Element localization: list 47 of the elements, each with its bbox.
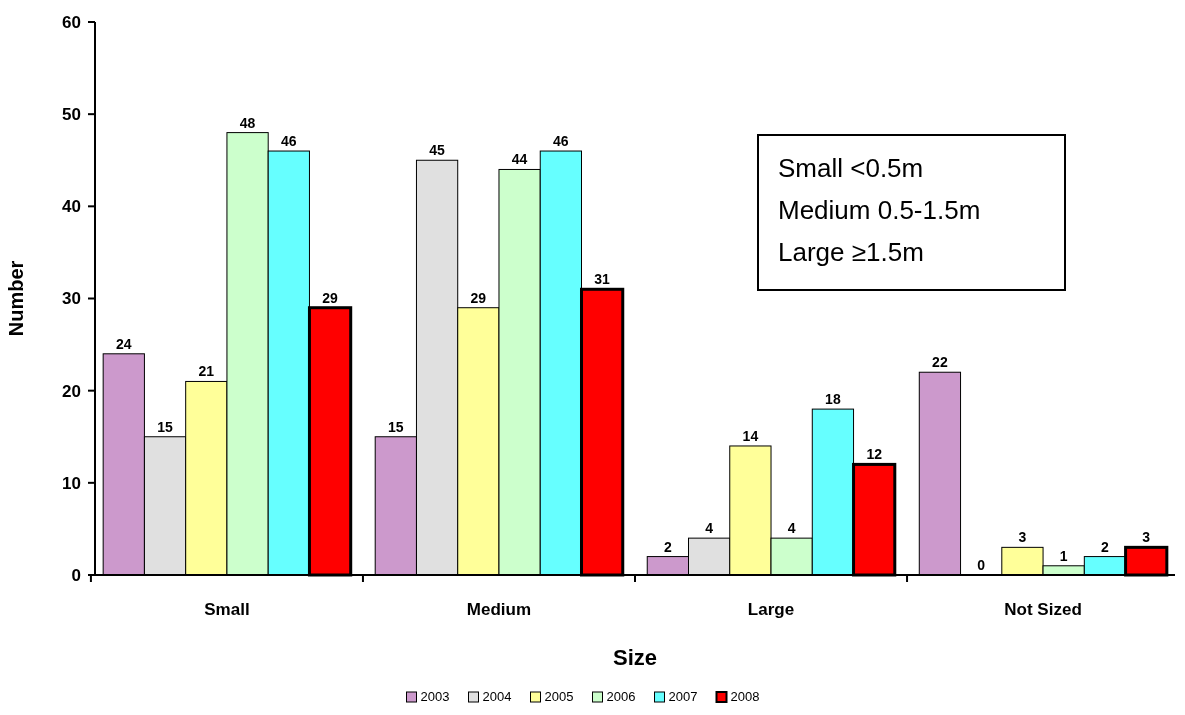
legend-label: 2004 (482, 689, 512, 704)
data-label: 15 (388, 418, 404, 435)
data-label: 44 (511, 151, 528, 168)
legend-label: 2005 (544, 689, 574, 704)
legend-label: 2003 (420, 689, 450, 704)
data-label: 2 (1101, 538, 1110, 555)
x-tick-label: Medium (466, 600, 532, 619)
data-label: 24 (116, 335, 132, 352)
data-label: 3 (1018, 529, 1027, 546)
data-label: 4 (705, 520, 714, 537)
data-label: 3 (1142, 529, 1151, 546)
data-label: 29 (470, 289, 487, 306)
data-label: 0 (977, 557, 986, 573)
y-tick-label: 10 (62, 473, 81, 493)
y-tick-label: 0 (71, 565, 81, 585)
y-tick-label: 20 (62, 381, 81, 401)
data-label: 15 (157, 418, 174, 435)
data-label: 1 (1059, 547, 1068, 564)
annotation: Small <0.5m (778, 153, 924, 183)
x-tick-label: Not Sized (1004, 600, 1082, 619)
y-tick-label: 60 (62, 12, 81, 32)
x-tick-label: Large (747, 600, 795, 619)
data-label: 14 (742, 427, 759, 444)
data-label: 48 (239, 114, 256, 131)
data-label: 21 (198, 363, 215, 380)
legend-label: 2008 (730, 689, 760, 704)
y-tick-label: 50 (62, 105, 81, 125)
legend-label: 2006 (606, 689, 636, 704)
annotation: Large ≥1.5m (778, 237, 924, 267)
data-label: 12 (866, 446, 883, 463)
x-tick-label: Small (204, 600, 250, 619)
size-key-box: Small <0.5m Medium 0.5-1.5m Large ≥1.5m (757, 134, 1066, 291)
data-label: 45 (429, 142, 446, 159)
data-label: 2 (663, 538, 672, 555)
data-label: 46 (553, 133, 569, 150)
annotation: Medium 0.5-1.5m (778, 195, 981, 225)
data-label: 22 (932, 354, 948, 371)
x-axis-title: Size (612, 645, 658, 670)
data-label: 4 (787, 520, 796, 537)
data-label: 46 (281, 133, 297, 150)
data-label: 29 (322, 289, 339, 306)
y-tick-label: 30 (62, 289, 81, 309)
y-tick-label: 40 (62, 197, 81, 217)
legend-label: 2007 (668, 689, 698, 704)
data-label: 31 (594, 271, 611, 288)
data-label: 18 (825, 391, 841, 408)
y-axis-title: Number (5, 260, 27, 337)
